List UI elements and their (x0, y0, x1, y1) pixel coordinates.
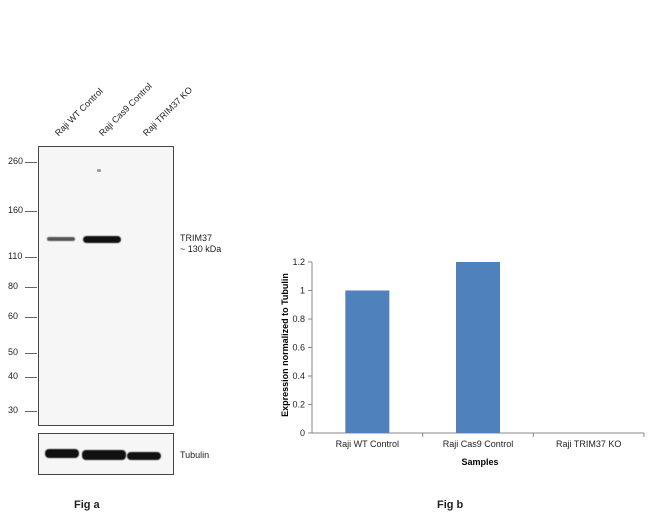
marker-tick-160 (25, 211, 37, 212)
y-tick-label: 0.6 (292, 343, 305, 353)
bar-raji-cas9-control (456, 262, 500, 433)
marker-tick-110 (25, 257, 37, 258)
blot-speck (97, 169, 101, 172)
trim37-band-wt (47, 237, 75, 241)
bar-raji-wt-control (345, 290, 390, 433)
y-tick-label: 0 (300, 428, 305, 438)
fig-a-label: Fig a (74, 499, 100, 511)
trim37-band-label: TRIM37 ~ 130 kDa (180, 233, 221, 255)
band-label-size: ~ 130 kDa (180, 244, 222, 254)
fig-b-label: Fig b (437, 499, 464, 511)
marker-30: 30 (8, 405, 19, 415)
marker-260: 260 (8, 156, 24, 166)
marker-160: 160 (8, 205, 24, 215)
x-tick-label: Raji WT Control (336, 439, 399, 449)
marker-tick-50 (25, 353, 37, 354)
marker-tick-40 (25, 377, 37, 378)
tubulin-band-cas9 (82, 450, 126, 460)
tubulin-band-wt (45, 449, 79, 458)
marker-50: 50 (8, 347, 19, 357)
y-tick-label: 0.8 (292, 314, 305, 324)
trim37-band-cas9 (83, 236, 121, 243)
marker-60: 60 (8, 311, 19, 321)
marker-tick-260 (25, 162, 37, 163)
x-tick-label: Raji Cas9 Control (443, 439, 514, 449)
y-tick-label: 0.2 (292, 400, 305, 410)
band-label-name: TRIM37 (180, 233, 213, 243)
marker-80: 80 (8, 281, 19, 291)
y-axis-label: Expression normalized to Tubulin (280, 273, 290, 417)
marker-40: 40 (8, 371, 19, 381)
marker-110: 110 (8, 251, 23, 261)
tubulin-label: Tubulin (180, 450, 210, 460)
marker-tick-60 (25, 317, 37, 318)
y-tick-label: 1.2 (292, 257, 305, 267)
tubulin-blot (38, 433, 174, 475)
marker-tick-30 (25, 411, 37, 412)
trim37-blot (38, 146, 174, 426)
x-axis-label: Samples (461, 457, 498, 467)
marker-tick-80 (25, 287, 37, 288)
y-tick-label: 1 (300, 286, 305, 296)
y-tick-label: 0.4 (292, 371, 305, 381)
x-tick-label: Raji TRIM37 KO (556, 439, 621, 449)
tubulin-band-ko (127, 452, 161, 460)
